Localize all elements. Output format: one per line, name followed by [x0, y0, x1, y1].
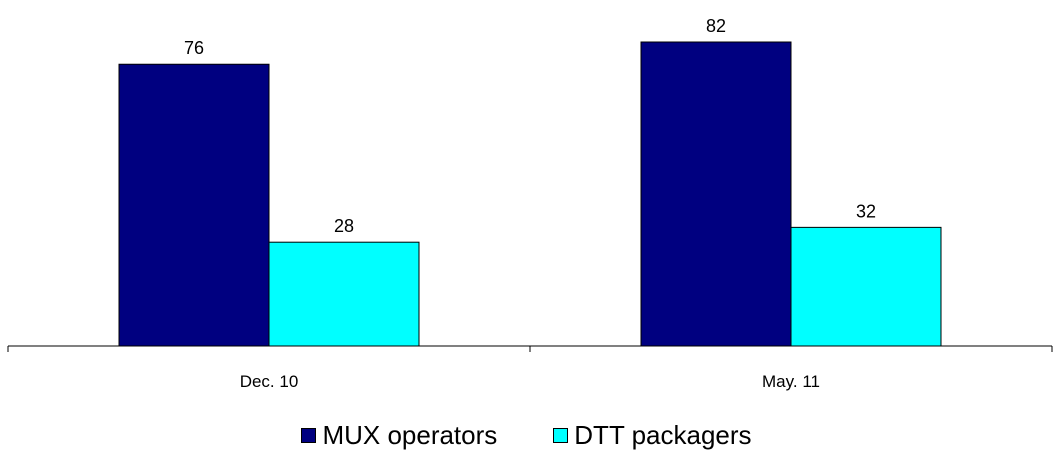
data-label-mux-operators-may-11: 82 [706, 16, 726, 36]
bars-group [118, 41, 942, 347]
data-labels-group: 76 28 82 32 [184, 16, 876, 236]
legend-item-dtt-packagers: DTT packagers [553, 420, 752, 451]
data-label-dtt-packagers-dec-10: 28 [334, 216, 354, 236]
bar-mux-operators-may-11 [640, 41, 792, 347]
x-ticks-group [7, 346, 1053, 352]
data-label-dtt-packagers-may-11: 32 [856, 201, 876, 221]
bar-dtt-packagers-dec-10 [268, 241, 420, 347]
bar-dtt-packagers-may-11 [790, 226, 942, 347]
legend-swatch-dtt-packagers [553, 428, 569, 443]
x-tick-label-may-11: May. 11 [762, 372, 820, 391]
bar-mux-operators-dec-10 [118, 63, 270, 347]
legend-swatch-mux-operators [301, 428, 317, 443]
legend-label-dtt-packagers: DTT packagers [574, 420, 752, 450]
legend-item-mux-operators: MUX operators [301, 420, 497, 451]
x-tick-labels-group: Dec. 10 May. 11 [240, 372, 820, 391]
x-tick-label-dec-10: Dec. 10 [240, 372, 299, 391]
legend: MUX operators DTT packagers [0, 420, 1053, 451]
legend-label-mux-operators: MUX operators [322, 420, 498, 450]
data-label-mux-operators-dec-10: 76 [184, 38, 204, 58]
